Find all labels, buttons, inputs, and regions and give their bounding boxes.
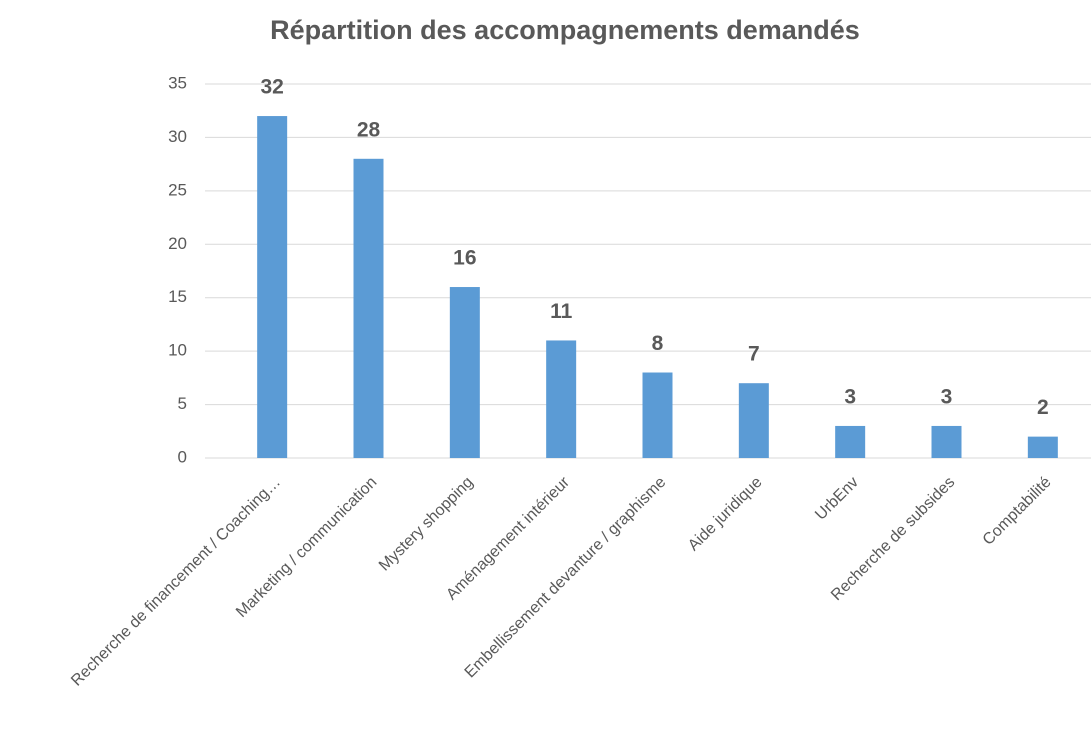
data-label: 3 (844, 385, 856, 408)
y-tick-label: 5 (178, 394, 187, 413)
x-tick-label: Mystery shopping (376, 474, 477, 575)
data-label: 2 (1037, 396, 1049, 419)
bar (931, 425, 962, 458)
data-label: 3 (941, 385, 953, 408)
bar (449, 287, 480, 458)
bar (642, 372, 673, 458)
y-tick-label: 10 (168, 341, 187, 360)
x-tick-label: Recherche de financement / Coaching… (68, 474, 284, 690)
data-label: 32 (260, 76, 283, 99)
y-tick-label: 30 (168, 127, 187, 146)
x-tick-label: Aide juridique (685, 474, 766, 555)
data-label: 11 (550, 300, 573, 323)
data-label: 16 (453, 247, 476, 270)
bar (353, 158, 384, 459)
bar (1027, 436, 1058, 458)
x-tick-label: Comptabilité (980, 474, 1055, 549)
x-tick-label: Embellissement devanture / graphisme (462, 474, 670, 682)
data-label: 8 (652, 332, 664, 355)
bar (738, 383, 769, 458)
y-tick-label: 25 (168, 180, 187, 199)
y-tick-label: 0 (178, 447, 187, 466)
bar (257, 116, 288, 459)
bar (835, 425, 866, 458)
bar (546, 340, 577, 458)
y-tick-label: 35 (168, 73, 187, 92)
chart-title: Répartition des accompagnements demandés (270, 15, 860, 45)
y-tick-label: 20 (168, 234, 187, 253)
x-tick-label: UrbEnv (812, 474, 862, 524)
data-label: 28 (357, 118, 381, 141)
data-label: 7 (748, 343, 760, 366)
y-tick-label: 15 (168, 287, 187, 306)
